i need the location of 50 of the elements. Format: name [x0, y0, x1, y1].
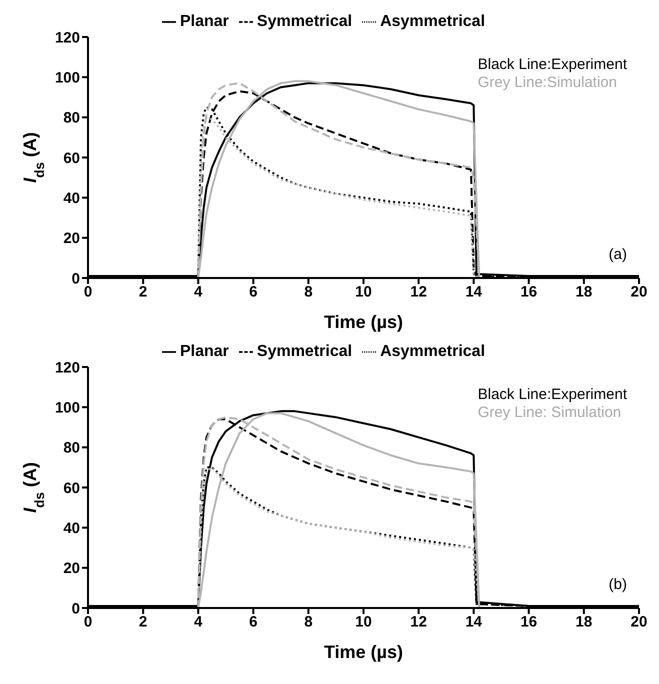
x-axis-title: Time (µs)	[324, 642, 404, 662]
y-tick-label: 120	[54, 359, 80, 376]
x-tick-label: 4	[194, 284, 204, 301]
y-tick-label: 120	[54, 29, 80, 46]
annotation: (b)	[608, 576, 627, 593]
x-tick-label: 8	[304, 614, 313, 631]
x-axis-title: Time (µs)	[324, 312, 404, 332]
legend-label: Symmetrical	[256, 13, 352, 30]
x-tick-label: 12	[410, 284, 427, 301]
y-tick-label: 0	[72, 600, 80, 618]
x-tick-label: 6	[249, 614, 258, 631]
y-tick-label: 0	[72, 270, 80, 288]
x-tick-label: 0	[84, 614, 92, 631]
y-tick-label: 100	[54, 69, 80, 86]
x-tick-label: 8	[304, 284, 313, 301]
legend-label: Asymmetrical	[380, 13, 486, 30]
x-tick-label: 10	[355, 614, 372, 631]
x-tick-label: 18	[576, 614, 592, 631]
annotation: (a)	[608, 246, 627, 263]
annotation: Grey Line: Simulation	[478, 404, 622, 422]
x-tick-label: 0	[84, 284, 92, 301]
legend-label: Symmetrical	[256, 343, 352, 360]
x-tick-label: 16	[520, 284, 538, 301]
y-tick-label: 80	[63, 110, 80, 127]
x-tick-label: 12	[410, 614, 427, 631]
annotation: Black Line:Experiment	[478, 56, 627, 74]
x-tick-label: 2	[138, 284, 148, 301]
x-tick-label: 20	[630, 284, 648, 301]
annotation: Grey Line:Simulation	[478, 74, 618, 92]
x-tick-label: 20	[630, 614, 648, 631]
annotation: Black Line:Experiment	[478, 386, 627, 404]
y-tick-label: 100	[54, 399, 80, 416]
x-tick-label: 10	[355, 284, 372, 301]
x-tick-label: 6	[249, 284, 258, 301]
y-tick-label: 40	[63, 520, 80, 537]
x-tick-label: 2	[138, 614, 148, 631]
y-tick-label: 80	[63, 440, 80, 457]
legend-label: Planar	[180, 13, 229, 30]
legend-label: Planar	[180, 343, 229, 360]
y-tick-label: 60	[63, 480, 80, 497]
x-tick-label: 18	[576, 284, 592, 301]
y-tick-label: 60	[63, 150, 80, 167]
x-tick-label: 16	[520, 614, 538, 631]
x-tick-label: 14	[465, 284, 483, 301]
x-tick-label: 4	[194, 614, 204, 631]
y-tick-label: 20	[63, 560, 80, 578]
y-tick-label: 20	[63, 230, 80, 248]
legend-label: Asymmetrical	[380, 343, 486, 360]
x-tick-label: 14	[465, 614, 483, 631]
y-tick-label: 40	[63, 190, 80, 207]
